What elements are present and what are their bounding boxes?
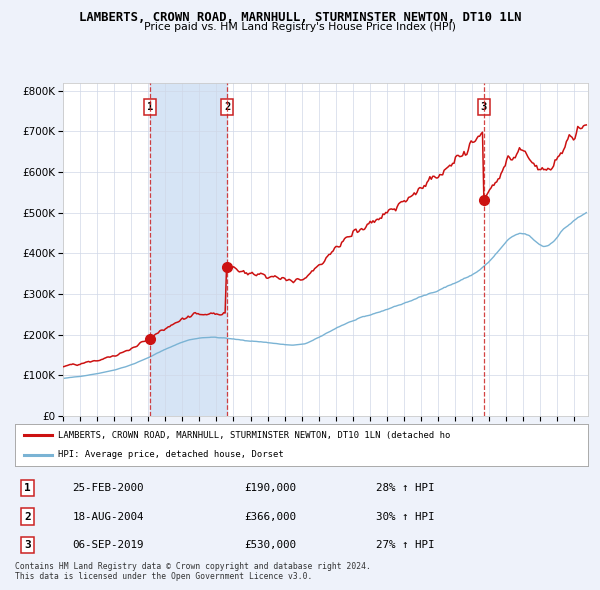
Text: 2: 2 — [24, 512, 31, 522]
Text: This data is licensed under the Open Government Licence v3.0.: This data is licensed under the Open Gov… — [15, 572, 313, 581]
Text: Price paid vs. HM Land Registry's House Price Index (HPI): Price paid vs. HM Land Registry's House … — [144, 22, 456, 32]
Text: 18-AUG-2004: 18-AUG-2004 — [73, 512, 144, 522]
Text: 28% ↑ HPI: 28% ↑ HPI — [376, 483, 434, 493]
Text: Contains HM Land Registry data © Crown copyright and database right 2024.: Contains HM Land Registry data © Crown c… — [15, 562, 371, 571]
Text: 3: 3 — [481, 102, 487, 112]
Text: 27% ↑ HPI: 27% ↑ HPI — [376, 540, 434, 550]
Text: £530,000: £530,000 — [244, 540, 296, 550]
Text: 1: 1 — [24, 483, 31, 493]
Text: 30% ↑ HPI: 30% ↑ HPI — [376, 512, 434, 522]
Text: 06-SEP-2019: 06-SEP-2019 — [73, 540, 144, 550]
Text: LAMBERTS, CROWN ROAD, MARNHULL, STURMINSTER NEWTON, DT10 1LN (detached ho: LAMBERTS, CROWN ROAD, MARNHULL, STURMINS… — [58, 431, 451, 440]
Text: 3: 3 — [24, 540, 31, 550]
Text: 2: 2 — [224, 102, 230, 112]
Bar — [150, 83, 227, 416]
Text: LAMBERTS, CROWN ROAD, MARNHULL, STURMINSTER NEWTON, DT10 1LN: LAMBERTS, CROWN ROAD, MARNHULL, STURMINS… — [79, 11, 521, 24]
Text: £190,000: £190,000 — [244, 483, 296, 493]
Text: HPI: Average price, detached house, Dorset: HPI: Average price, detached house, Dors… — [58, 450, 284, 459]
Text: 25-FEB-2000: 25-FEB-2000 — [73, 483, 144, 493]
Text: £366,000: £366,000 — [244, 512, 296, 522]
Text: 1: 1 — [147, 102, 154, 112]
